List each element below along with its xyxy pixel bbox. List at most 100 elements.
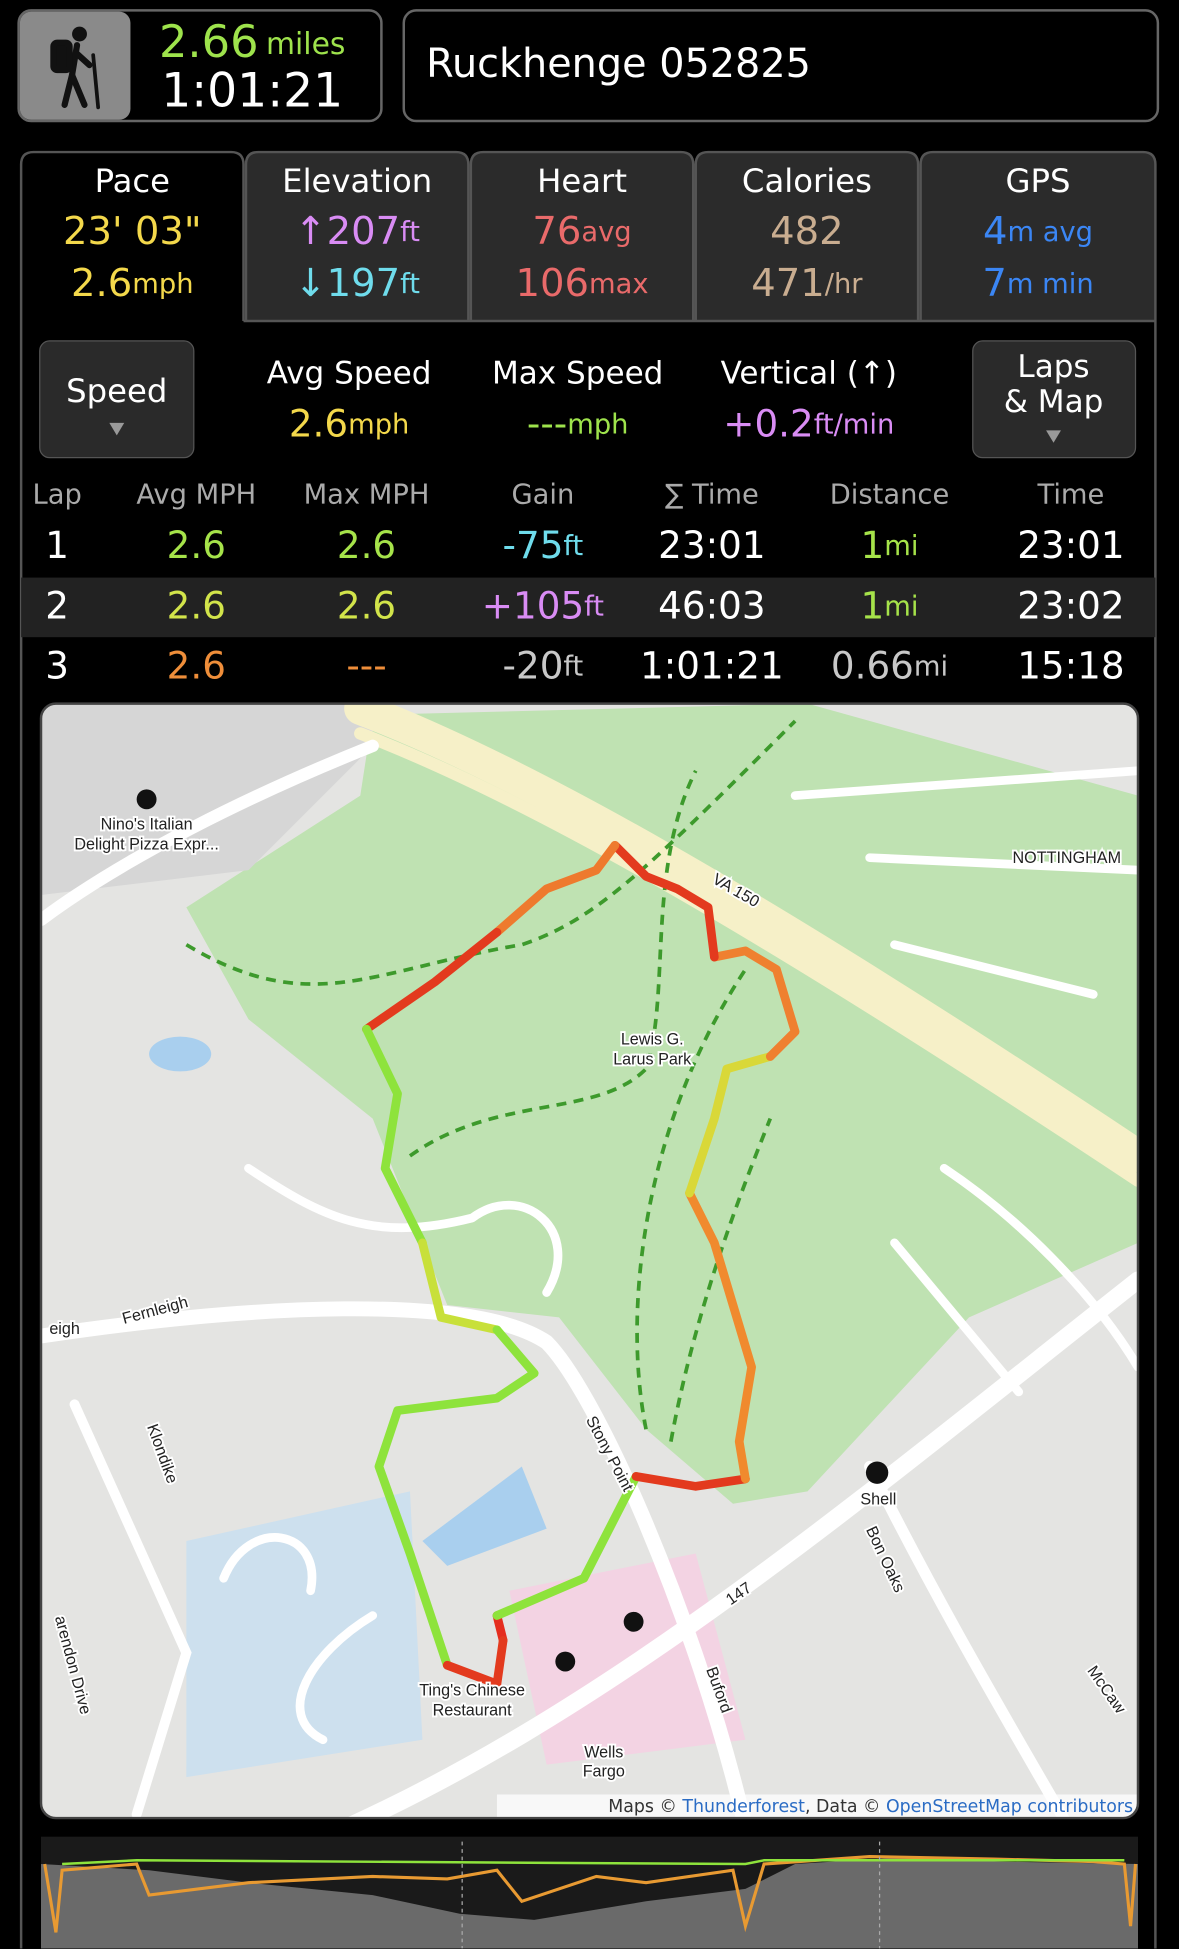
tab-stat-unit: ft xyxy=(400,216,420,247)
lap-cell: 23:01 xyxy=(658,523,765,567)
map-label: Wells xyxy=(584,1744,623,1762)
tab-stat-value: ↓197 xyxy=(294,260,400,305)
lap-cell: 3 xyxy=(45,643,69,687)
attribution-bg xyxy=(496,1794,1139,1819)
tab-stat-unit: /hr xyxy=(825,268,864,299)
distance-value: 2.66 xyxy=(159,15,259,68)
tab-label: GPS xyxy=(1005,162,1070,200)
speed-button[interactable] xyxy=(39,340,195,459)
tab-stat-unit: m min xyxy=(1007,268,1094,299)
lap-cell: 2.6 xyxy=(167,643,226,687)
lap-cell-value: -20 xyxy=(503,643,564,687)
distance-unit: miles xyxy=(266,27,345,62)
lap-cell-value: 15:18 xyxy=(1017,643,1124,687)
tab-stat: 23' 03" xyxy=(63,208,202,253)
lap-cell: 1mi xyxy=(861,523,919,567)
duration: 1:01:21 xyxy=(161,64,343,119)
tab[interactable] xyxy=(694,150,920,322)
lap-cell: 2.6 xyxy=(167,583,226,627)
tab-stat: 106max xyxy=(516,260,649,305)
column-header: Gain xyxy=(511,480,574,511)
tab-stat-value: 76 xyxy=(532,208,581,253)
lap-cell-value: 1:01:21 xyxy=(640,643,784,687)
attribution-text: Maps © xyxy=(608,1797,682,1817)
lap-cell: 2.6 xyxy=(337,583,396,627)
tab-stat-unit: max xyxy=(589,268,649,299)
lap-cell-value: -75 xyxy=(503,523,564,567)
stat: ---mph xyxy=(527,401,629,445)
stat-value: 2.6 xyxy=(289,401,348,445)
tab[interactable] xyxy=(244,150,470,322)
stat-unit: mph xyxy=(348,409,409,440)
stat: +0.2ft/min xyxy=(723,401,894,445)
column-header: Lap xyxy=(32,480,81,511)
map-label: Restaurant xyxy=(433,1701,512,1719)
lap-cell-value: 0.66 xyxy=(831,643,914,687)
stat-value: --- xyxy=(527,401,567,445)
map[interactable]: Nino's Italian Delight Pizza Expr... NOT… xyxy=(40,703,1139,1827)
lap-cell: 2.6 xyxy=(167,523,226,567)
lap-cell-value: 2.6 xyxy=(167,583,226,627)
tab-stat-value: 23' 03" xyxy=(63,208,202,253)
tab[interactable] xyxy=(19,150,245,322)
lap-cell-unit: ft xyxy=(584,591,604,622)
laps-table: Lap Avg MPH Max MPH Gain ∑ Time Distance Time 1… xyxy=(21,480,1156,687)
tab-stat: 76avg xyxy=(532,208,631,253)
tab-stat-value: 7 xyxy=(982,260,1007,305)
lap-cell-value: 2.6 xyxy=(167,643,226,687)
laps-button-label: Laps xyxy=(1017,349,1089,385)
tab[interactable] xyxy=(919,150,1157,322)
map-icons xyxy=(136,789,889,1672)
map-frame xyxy=(39,702,1140,1820)
lap-cell-value: 46:03 xyxy=(658,583,765,627)
lap-cell-unit: ft xyxy=(563,531,583,562)
tab-stat-unit: mph xyxy=(132,268,193,299)
tab[interactable] xyxy=(469,150,695,322)
laps-map-button[interactable] xyxy=(972,340,1137,459)
tab-label: Elevation xyxy=(282,162,432,200)
map-label: Lewis G. xyxy=(621,1031,684,1049)
water xyxy=(186,1491,423,1778)
lap-cell: 1 xyxy=(45,523,69,567)
lap-cell: -20ft xyxy=(503,643,584,687)
lap-cell-unit: ft xyxy=(563,651,583,682)
stat-value: +0.2 xyxy=(723,401,814,445)
map-label: Shell xyxy=(860,1490,896,1508)
tab-stat-value: ↑207 xyxy=(294,208,400,253)
stat-label: Vertical (↑) xyxy=(721,355,897,391)
lap-cell-value: 2 xyxy=(45,583,69,627)
map-label: eigh xyxy=(49,1320,80,1338)
column-header: Max MPH xyxy=(304,480,430,511)
title-box[interactable] xyxy=(402,9,1160,123)
tab-label: Calories xyxy=(742,162,872,200)
pond xyxy=(422,1466,547,1566)
tab-stat: 2.6mph xyxy=(71,260,194,305)
route xyxy=(362,840,800,1689)
lap-cell: 2.6 xyxy=(337,523,396,567)
stat-label: Max Speed xyxy=(492,355,663,391)
column-header: Avg MPH xyxy=(136,480,256,511)
lap-cell-value: 3 xyxy=(45,643,69,687)
lap-cell-unit: mi xyxy=(884,591,918,622)
lap-cell-unit: mi xyxy=(884,531,918,562)
tab-label: Pace xyxy=(95,162,170,200)
row-highlight xyxy=(21,577,1156,638)
stat: 2.6mph xyxy=(289,401,410,445)
tab-stat-value: 471 xyxy=(751,260,825,305)
column-header: ∑ Time xyxy=(665,480,759,511)
map-label: Delight Pizza Expr... xyxy=(74,836,218,854)
lap-cell: 0.66mi xyxy=(831,643,948,687)
lap-cell-value: 1 xyxy=(861,523,885,567)
attribution-link[interactable]: OpenStreetMap contributors xyxy=(886,1797,1133,1817)
stat-label: Avg Speed xyxy=(267,355,432,391)
tab-stat: ↑207ft xyxy=(294,208,420,253)
dropdown-arrow xyxy=(1046,430,1061,443)
map-label: Larus Park xyxy=(613,1050,692,1068)
residential xyxy=(40,703,373,895)
column-header: Distance xyxy=(830,480,950,511)
map-label: NOTTINGHAM xyxy=(1013,849,1122,867)
stat-unit: mph xyxy=(567,409,628,440)
attribution-link[interactable]: Thunderforest xyxy=(681,1797,805,1817)
